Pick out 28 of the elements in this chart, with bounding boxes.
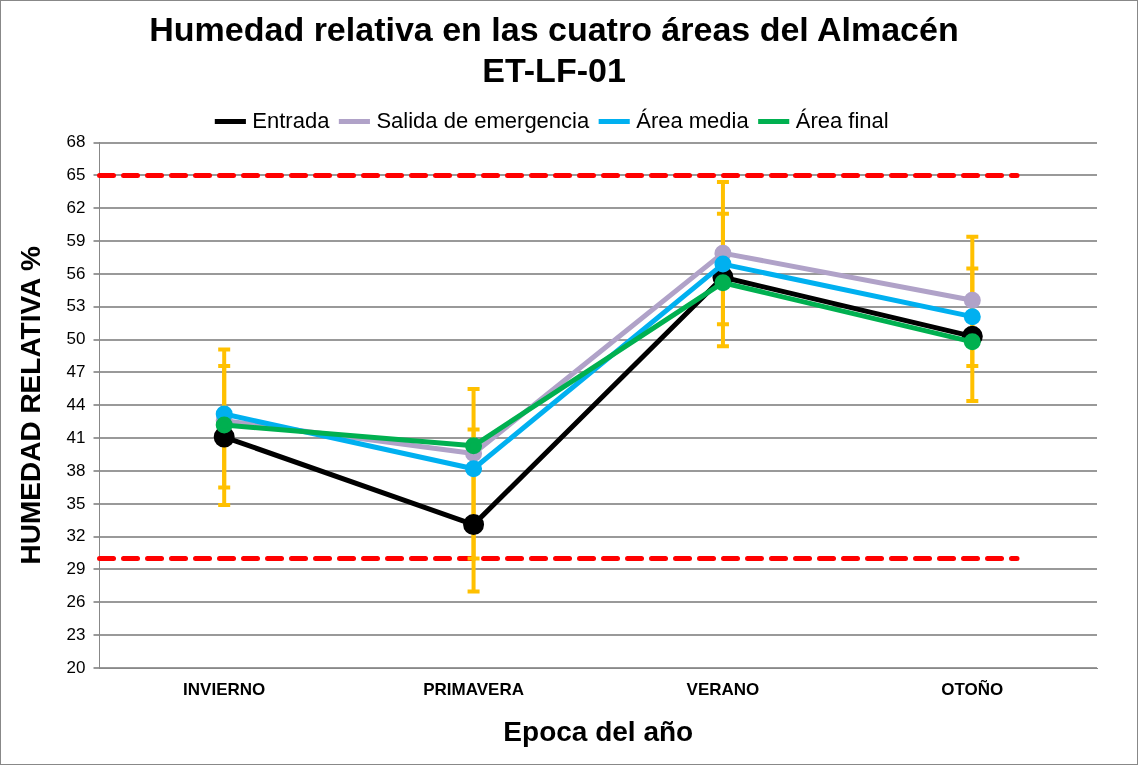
y-tick-label: 44 bbox=[66, 394, 86, 414]
y-tick-label: 41 bbox=[66, 427, 86, 447]
x-tick-label: VERANO bbox=[686, 679, 760, 699]
y-axis-title: HUMEDAD RELATIVA % bbox=[14, 246, 46, 565]
x-tick-label: OTOÑO bbox=[941, 678, 1004, 699]
legend-label: Área final bbox=[795, 107, 889, 133]
chart-title: Humedad relativa en las cuatro áreas del Almacén ET-LF-01 bbox=[149, 9, 959, 89]
y-tick-label: 35 bbox=[66, 493, 86, 513]
x-tick-label: PRIMAVERA bbox=[423, 679, 524, 699]
y-tick-label: 47 bbox=[66, 362, 86, 382]
x-axis-title: Epoca del año bbox=[503, 715, 694, 747]
legend-label: Área media bbox=[636, 107, 750, 133]
y-tick-label: 68 bbox=[66, 132, 86, 152]
x-tick-label: INVIERNO bbox=[183, 679, 266, 699]
legend-label: Entrada bbox=[252, 107, 331, 133]
y-tick-label: 56 bbox=[66, 263, 86, 283]
y-tick-label: 62 bbox=[66, 197, 86, 217]
y-tick-label: 53 bbox=[66, 296, 86, 316]
y-tick-label: 50 bbox=[66, 329, 86, 349]
legend-label: Salida de emergencia bbox=[376, 107, 590, 133]
y-tick-label: 20 bbox=[66, 657, 86, 677]
y-tick-label: 26 bbox=[66, 592, 86, 612]
y-tick-label: 29 bbox=[66, 559, 86, 579]
y-tick-label: 23 bbox=[66, 624, 86, 644]
y-tick-label: 38 bbox=[66, 460, 86, 480]
y-tick-label: 59 bbox=[66, 230, 86, 250]
y-tick-label: 32 bbox=[66, 526, 86, 546]
y-tick-label: 65 bbox=[66, 165, 86, 185]
